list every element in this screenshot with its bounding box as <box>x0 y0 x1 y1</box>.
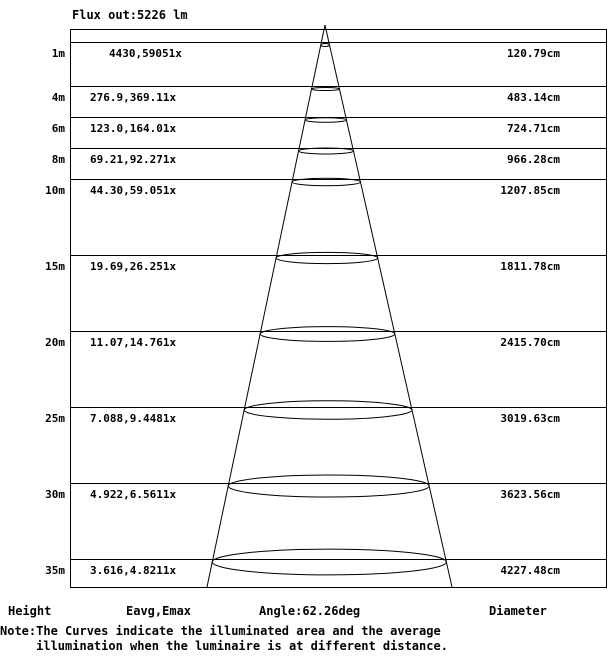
illuminated-area-ellipse <box>259 326 396 342</box>
illuminance-value: 4.922,6.5611x <box>90 488 176 501</box>
illuminance-value: 3.616,4.8211x <box>90 564 176 577</box>
distance-label: 30m <box>45 488 65 501</box>
note-line-1: Note:The Curves indicate the illuminated… <box>0 624 441 638</box>
illuminated-area-ellipse <box>275 251 379 265</box>
flux-label: Flux out:5226 lm <box>72 8 188 22</box>
illuminance-value: 123.0,164.01x <box>90 122 176 135</box>
distance-label: 25m <box>45 412 65 425</box>
distance-label: 20m <box>45 336 65 349</box>
footer-angle-label: Angle:62.26deg <box>259 604 360 618</box>
footer-height-label: Height <box>8 604 51 618</box>
beam-ellipses <box>211 43 447 576</box>
diameter-value: 724.71cm <box>507 122 560 135</box>
diameter-value: 4227.48cm <box>500 564 560 577</box>
footer-diameter-label: Diameter <box>489 604 547 618</box>
illuminance-value: 19.69,26.251x <box>90 260 176 273</box>
diameter-value: 1207.85cm <box>500 184 560 197</box>
distance-label: 35m <box>45 564 65 577</box>
distance-label: 1m <box>52 47 66 60</box>
illuminance-value: 7.088,9.4481x <box>90 412 176 425</box>
diameter-value: 3623.56cm <box>500 488 560 501</box>
distance-label: 8m <box>52 153 66 166</box>
cone-right-edge <box>324 24 453 588</box>
illuminated-area-ellipse <box>291 177 361 187</box>
diameter-value: 966.28cm <box>507 153 560 166</box>
diameter-value: 1811.78cm <box>500 260 560 273</box>
illuminated-area-ellipse <box>304 117 347 123</box>
diameter-value: 2415.70cm <box>500 336 560 349</box>
distance-label: 6m <box>52 122 66 135</box>
diagram-frame <box>70 29 607 588</box>
distance-rows: 1m 4430,59051x 120.79cm 4m 276.9,369.11x 483.… <box>45 47 560 577</box>
illuminance-value: 4430,59051x <box>109 47 182 60</box>
illuminance-value: 276.9,369.11x <box>90 91 176 104</box>
beam-cone <box>206 24 453 588</box>
illuminance-value: 44.30,59.051x <box>90 184 176 197</box>
diameter-value: 483.14cm <box>507 91 560 104</box>
illuminated-area-ellipse <box>211 548 447 576</box>
illuminated-area-ellipse <box>320 43 331 47</box>
distance-label: 15m <box>45 260 65 273</box>
illuminated-area-ellipse <box>298 147 354 155</box>
diameter-value: 120.79cm <box>507 47 560 60</box>
diameter-value: 3019.63cm <box>500 412 560 425</box>
distance-label: 10m <box>45 184 65 197</box>
distance-label: 4m <box>52 91 66 104</box>
illuminance-value: 11.07,14.761x <box>90 336 176 349</box>
illuminated-area-ellipse <box>227 474 430 498</box>
cone-left-edge <box>206 24 326 588</box>
distance-lines <box>70 42 606 560</box>
illuminated-area-ellipse <box>311 86 340 92</box>
illuminance-value: 69.21,92.271x <box>90 153 176 166</box>
note-line-2: illumination when the luminaire is at di… <box>0 639 448 653</box>
illuminated-area-ellipse <box>243 400 413 420</box>
footer-illuminance-label: Eavg,Emax <box>126 604 191 618</box>
